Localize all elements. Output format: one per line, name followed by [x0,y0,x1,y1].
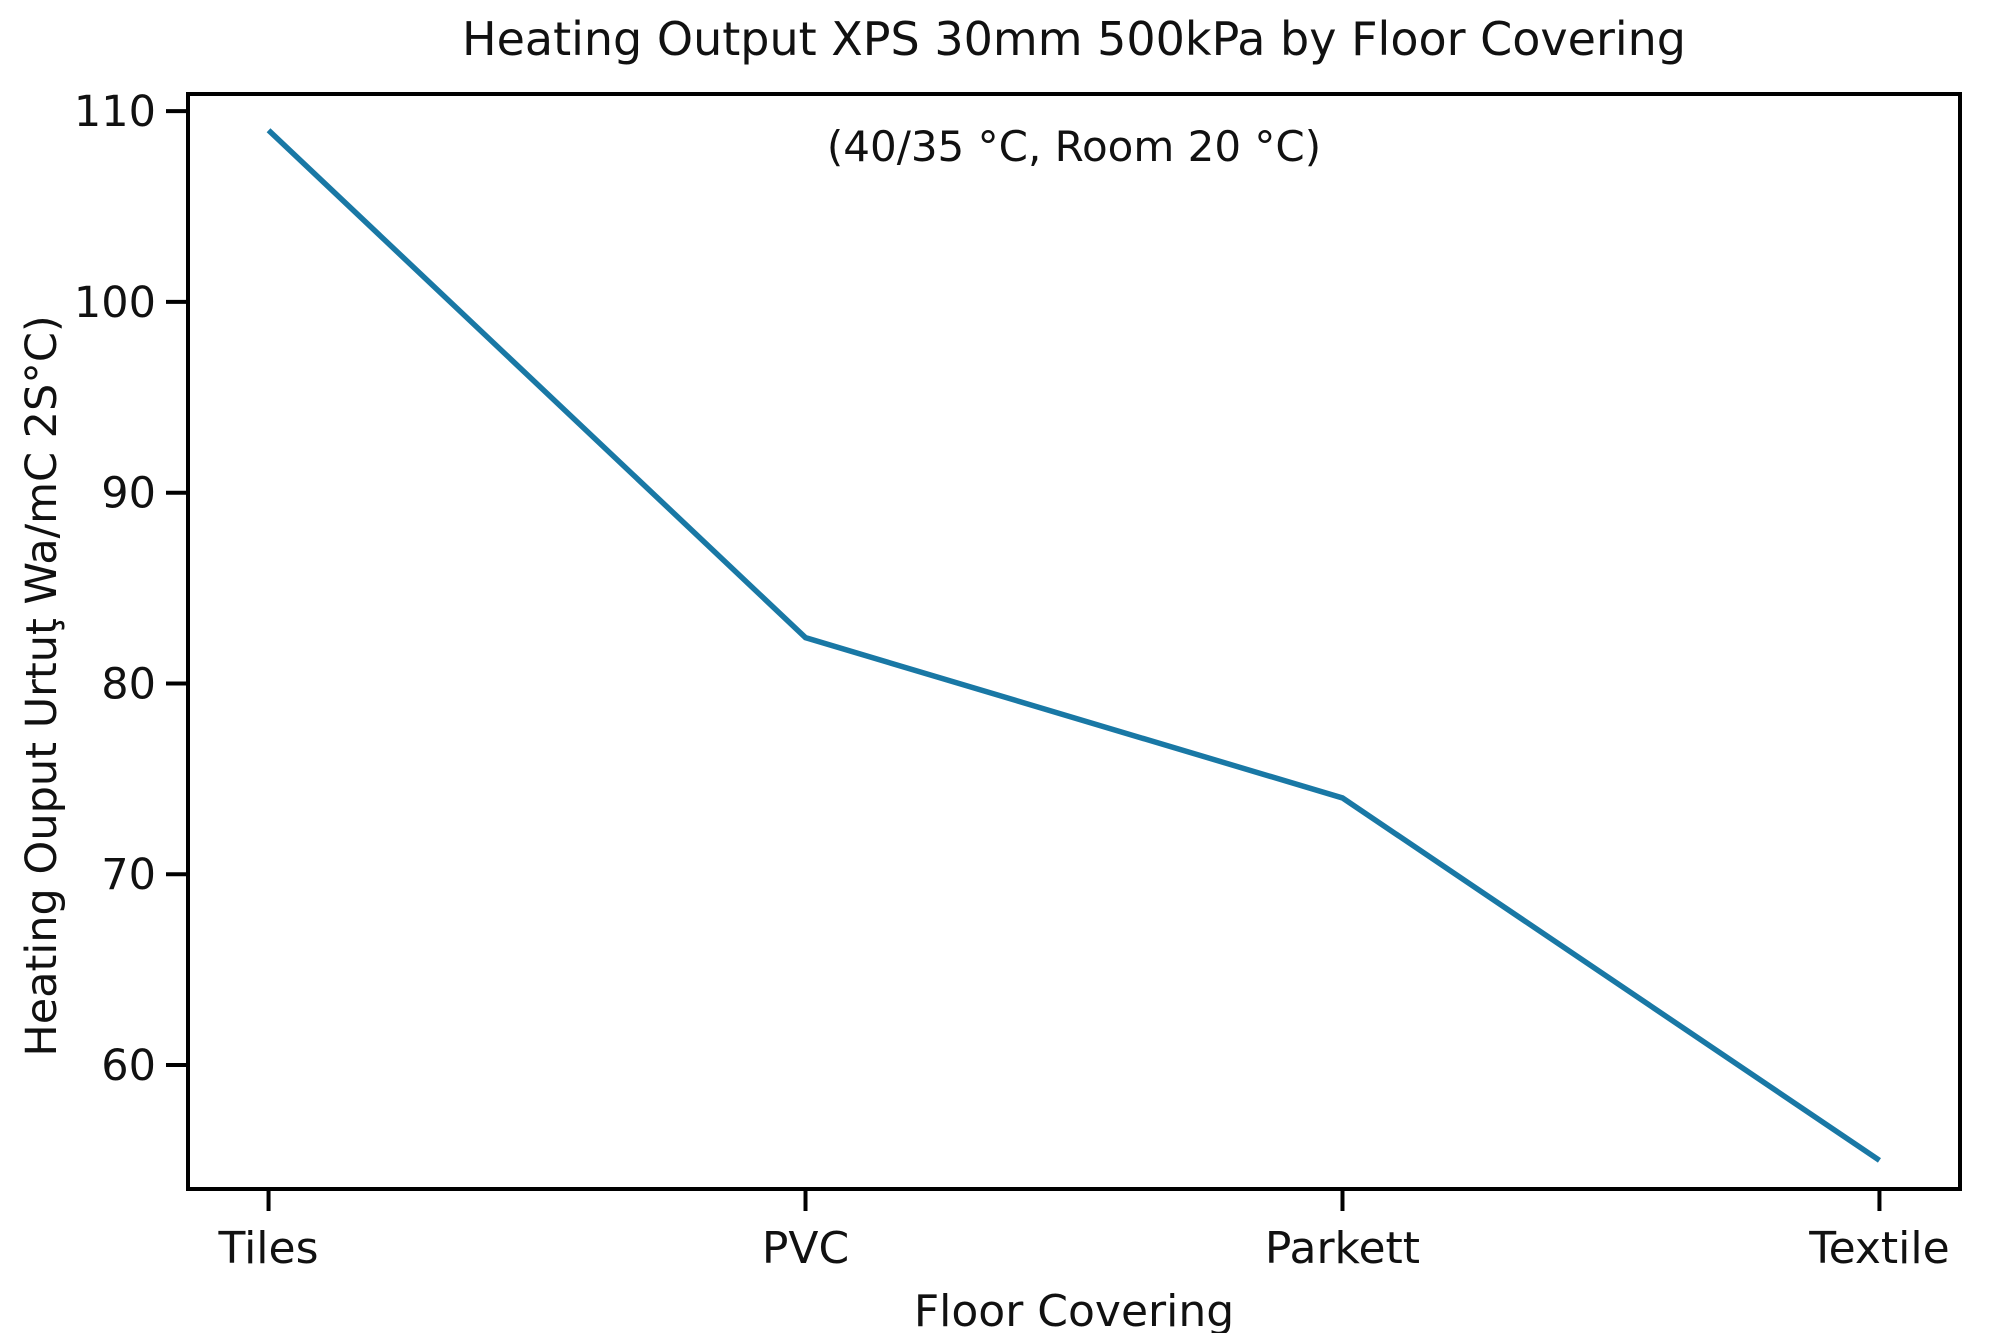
plot-border [186,92,1962,1191]
x-axis-ticks: Tiles PVC Parkett Textile [218,1189,1950,1274]
x-tick-label: Parkett [1265,1223,1420,1274]
y-tick-label: 100 [74,278,156,328]
y-tick-label: 60 [101,1041,156,1091]
x-tick-label: Textile [1808,1223,1950,1274]
y-tick-label: 70 [101,850,156,900]
y-tick-label: 80 [101,659,156,709]
x-tick-label: PVC [762,1223,849,1274]
y-tick-label: 110 [74,87,156,137]
chart-title: Heating Output XPS 30mm 500kPa by Floor … [462,12,1686,66]
y-axis-ticks: 110 100 90 80 70 60 [74,87,188,1091]
data-line-series [266,128,1881,1163]
chart-subtitle-annotation: (40/35 °C, Room 20 °C) [826,122,1322,171]
y-tick-label: 90 [101,469,156,519]
x-axis-label: Floor Covering [913,1286,1235,1333]
x-tick-label: Tiles [218,1223,319,1274]
